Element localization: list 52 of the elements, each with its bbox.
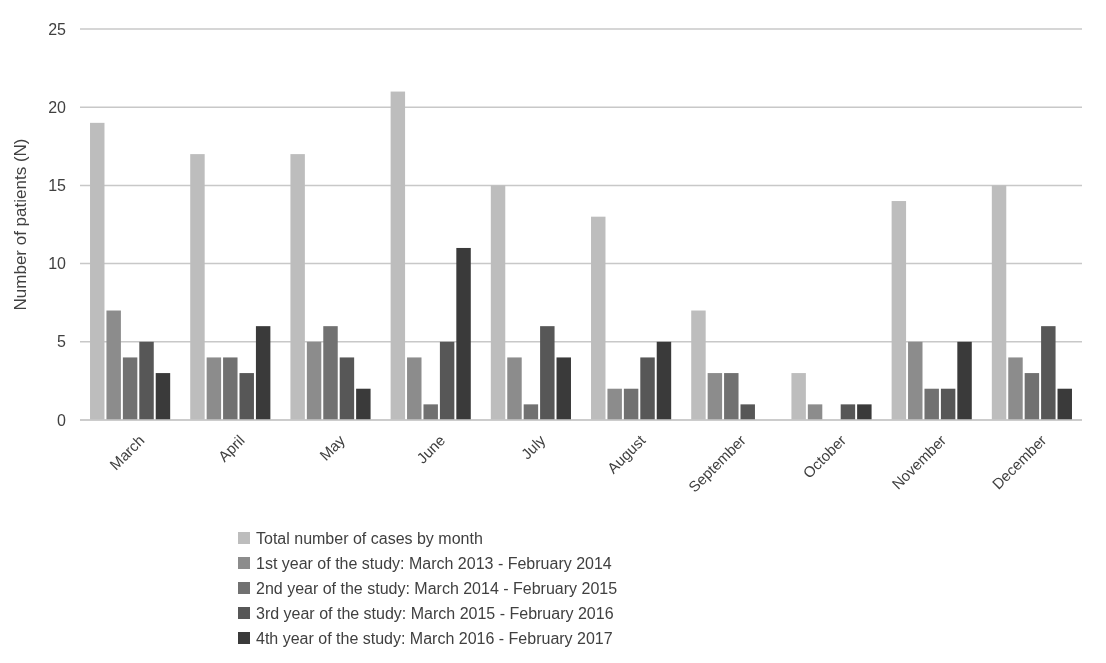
y-tick-label: 25 bbox=[48, 20, 67, 38]
y-axis-title: Number of patients (N) bbox=[11, 138, 30, 311]
bar bbox=[206, 357, 222, 420]
bar bbox=[607, 388, 622, 420]
bar bbox=[323, 326, 338, 420]
bar bbox=[407, 357, 422, 420]
x-tick-label: May bbox=[315, 431, 349, 464]
y-tick-label: 0 bbox=[57, 411, 67, 429]
bar bbox=[223, 357, 238, 420]
bar bbox=[556, 357, 571, 420]
legend-label: 3rd year of the study: March 2015 - February 2016 bbox=[256, 604, 614, 622]
bar bbox=[940, 388, 956, 420]
bar bbox=[623, 388, 639, 420]
bar bbox=[106, 310, 121, 420]
legend-label: 4th year of the study: March 2016 - February 2017 bbox=[256, 629, 613, 647]
bar bbox=[1008, 357, 1023, 420]
bar bbox=[540, 326, 555, 420]
bar bbox=[239, 373, 254, 420]
bar bbox=[724, 373, 739, 420]
bar bbox=[523, 404, 539, 420]
bar bbox=[423, 404, 438, 420]
legend-label: 2nd year of the study: March 2014 - February 2015 bbox=[256, 579, 618, 597]
bar bbox=[155, 373, 171, 420]
bar bbox=[122, 357, 138, 420]
bar bbox=[306, 341, 322, 420]
bar bbox=[456, 247, 471, 420]
bar bbox=[740, 404, 755, 420]
y-tick-label: 5 bbox=[57, 333, 67, 351]
bar bbox=[1024, 373, 1040, 420]
bar bbox=[957, 341, 972, 420]
bar bbox=[507, 357, 522, 420]
bar bbox=[857, 404, 872, 420]
y-tick-label: 10 bbox=[48, 255, 67, 273]
bar bbox=[1057, 388, 1072, 420]
bar bbox=[840, 404, 856, 420]
bar bbox=[439, 341, 455, 420]
bar bbox=[807, 404, 823, 420]
bar bbox=[707, 373, 723, 420]
bar bbox=[139, 341, 154, 420]
bar bbox=[640, 357, 655, 420]
bar bbox=[1041, 326, 1056, 420]
bar bbox=[908, 341, 923, 420]
y-tick-label: 20 bbox=[48, 98, 67, 116]
legend-label: 1st year of the study: March 2013 - February 2014 bbox=[256, 554, 612, 572]
bar bbox=[339, 357, 355, 420]
y-tick-label: 15 bbox=[48, 177, 67, 194]
bar bbox=[656, 341, 672, 420]
bar bbox=[255, 326, 271, 420]
x-tick-label: July bbox=[517, 431, 549, 463]
bar bbox=[356, 388, 371, 420]
legend-label: Total number of cases by month bbox=[256, 529, 483, 547]
bar bbox=[924, 388, 939, 420]
